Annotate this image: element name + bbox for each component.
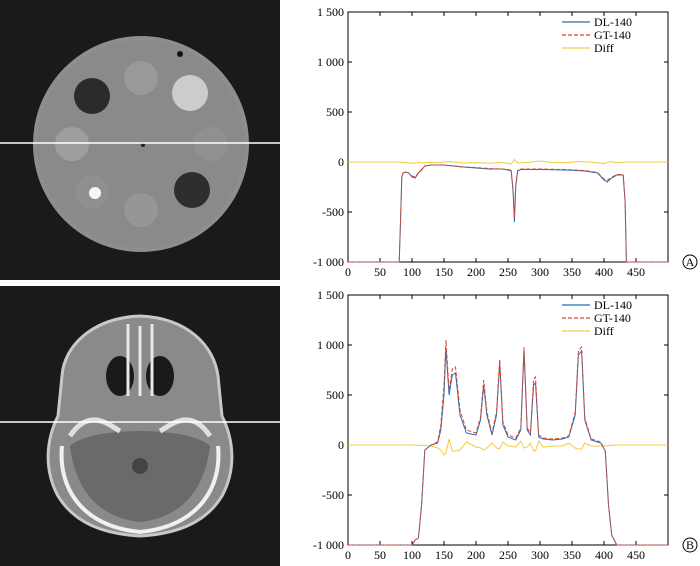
- axes: -1 000 -500 0 500 1 000 1 500 0 50 100 150 200 250 3…: [313, 288, 669, 562]
- y-tick-label: 1 000: [317, 55, 344, 69]
- x-tick-label: 50: [374, 265, 386, 279]
- x-tick-label: 350: [563, 265, 581, 279]
- x-tick-label: 0: [345, 548, 351, 562]
- y-tick-label: 1 500: [317, 288, 344, 302]
- x-tick-label: 50: [374, 548, 386, 562]
- series-layer: [348, 339, 668, 546]
- x-tick-label: 450: [627, 265, 645, 279]
- ct-phantom-graphic: [0, 36, 280, 252]
- x-tick-label: 150: [435, 548, 453, 562]
- x-tick-label: 200: [467, 265, 485, 279]
- x-tick-label: 250: [499, 548, 517, 562]
- x-tick-label: 300: [531, 265, 549, 279]
- sinus-left: [106, 356, 134, 396]
- x-tick-label: 400: [595, 265, 613, 279]
- ct-image-phantom: [0, 0, 280, 280]
- x-tick-label: 150: [435, 265, 453, 279]
- y-tick-label: 500: [326, 388, 344, 402]
- axes: -1 000 -500 0 500 1 000 1 500 0 50 100 150 200 250 3…: [313, 5, 669, 279]
- profile-chart-a: -1 000 -500 0 500 1 000 1 500 0 50 100 150 200 250 3…: [313, 5, 698, 279]
- panel-label-circle: [682, 254, 698, 270]
- y-tick-label: -500: [322, 205, 344, 219]
- insert-right: [194, 127, 228, 161]
- y-tick-label: -1 000: [313, 255, 344, 269]
- legend-entry: Diff: [594, 41, 614, 55]
- x-tick-label: 100: [403, 548, 421, 562]
- y-tick-label: 0: [338, 155, 344, 169]
- ct-head-graphic: [0, 314, 280, 538]
- y-tick-label: -500: [322, 488, 344, 502]
- panel-label-circle: [682, 537, 698, 553]
- profile-chart-b: -1 000 -500 0 500 1 000 1 500 0 50 100 150 200 250 3…: [313, 288, 698, 562]
- x-tick-label: 450: [627, 548, 645, 562]
- nasal-bones: [126, 324, 154, 396]
- legend-entry: GT-140: [594, 311, 631, 325]
- legend-entry: Diff: [594, 324, 614, 338]
- insert-small-bright: [89, 187, 101, 199]
- series-layer: [348, 158, 668, 263]
- phantom-marker: [177, 51, 183, 57]
- skull-ring: [59, 445, 221, 535]
- x-tick-label: 400: [595, 548, 613, 562]
- petrous-bones: [67, 417, 213, 438]
- phantom-center-dot: [141, 143, 145, 147]
- x-tick-label: 250: [499, 265, 517, 279]
- y-tick-label: -1 000: [313, 538, 344, 552]
- y-tick-label: 500: [326, 105, 344, 119]
- panel-label: A: [686, 255, 695, 269]
- plot-frame: [347, 294, 669, 546]
- brain-region: [70, 431, 210, 522]
- insert-top: [124, 61, 158, 95]
- foramen: [132, 458, 148, 474]
- x-tick-label: 200: [467, 548, 485, 562]
- insert-left: [55, 127, 89, 161]
- plot-frame: [347, 11, 669, 263]
- legend-entry: GT-140: [594, 28, 631, 42]
- insert-bright-top-right: [172, 75, 208, 111]
- y-tick-label: 1 500: [317, 5, 344, 19]
- series-line-dl-140: [348, 164, 668, 263]
- legend-entry: DL-140: [594, 15, 632, 29]
- x-tick-label: 350: [563, 548, 581, 562]
- x-tick-label: 300: [531, 548, 549, 562]
- panel-label: B: [686, 538, 694, 552]
- y-tick-label: 1 000: [317, 338, 344, 352]
- y-tick-label: 0: [338, 438, 344, 452]
- sinus-right: [146, 356, 174, 396]
- series-line-diff: [348, 438, 668, 456]
- x-tick-label: 100: [403, 265, 421, 279]
- x-tick-label: 0: [345, 265, 351, 279]
- insert-dark-top-left: [74, 78, 110, 114]
- ct-image-head: [0, 286, 280, 566]
- series-line-gt-140: [348, 164, 668, 263]
- legend-entry: DL-140: [594, 298, 632, 312]
- insert-dark-bottom-right: [174, 172, 210, 208]
- series-line-diff: [348, 158, 668, 165]
- insert-bottom: [124, 193, 158, 227]
- series-line-gt-140: [348, 339, 668, 546]
